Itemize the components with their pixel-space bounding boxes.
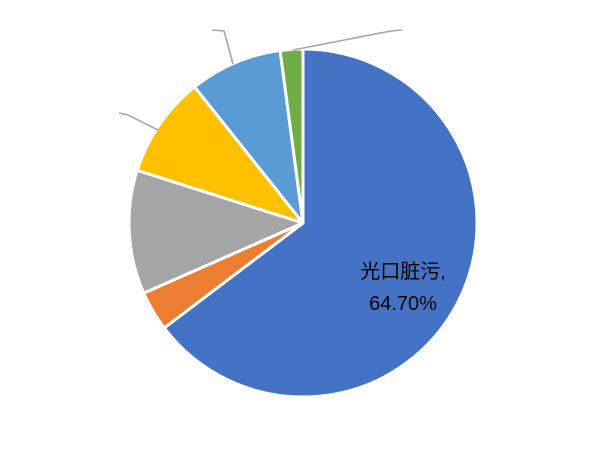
data-label-largest-slice: 光口脏污, 64.70%: [360, 256, 446, 320]
data-label-percentage-text: 64.70%: [369, 293, 437, 315]
pie-slice-2: [127, 168, 305, 295]
pie-slice-光口脏污: [162, 47, 479, 399]
leader-line-green-slice: [292, 29, 403, 51]
pie-slice-5: [278, 47, 305, 225]
leader-line-yellow-slice: [118, 112, 159, 131]
data-label-category-text: 光口脏污,: [360, 261, 446, 283]
pie-slice-3: [135, 85, 305, 225]
pie-slice-4: [193, 49, 305, 225]
leader-line-light-blue-slice: [211, 29, 234, 65]
